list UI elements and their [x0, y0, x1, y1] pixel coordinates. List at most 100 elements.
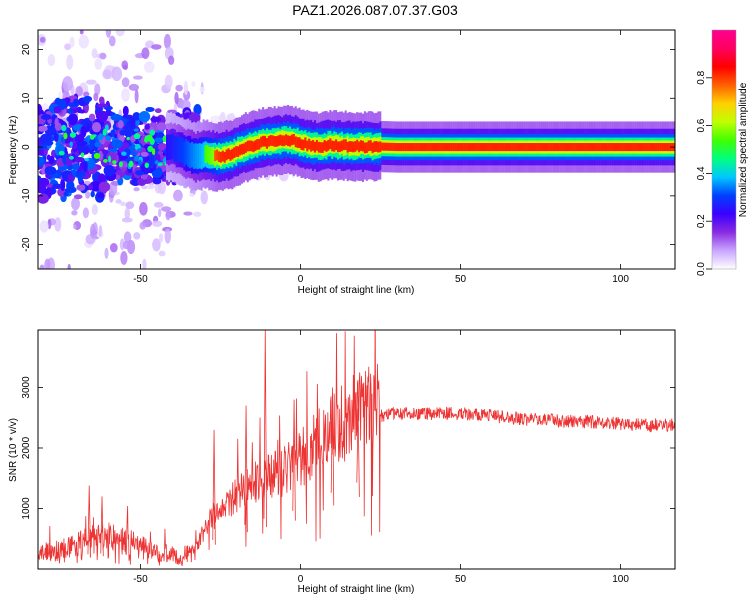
heatmap-cell — [133, 128, 139, 132]
heatmap-cell — [38, 156, 46, 167]
heatmap-cell — [571, 143, 574, 152]
heatmap-cell — [42, 140, 54, 146]
heatmap-cell — [164, 74, 173, 89]
heatmap-cell — [306, 140, 309, 152]
heatmap-cell — [310, 140, 313, 152]
heatmap-cell — [536, 143, 539, 152]
heatmap-cell — [84, 157, 89, 162]
heatmap-cell — [89, 223, 96, 239]
heatmap-cell — [335, 139, 338, 151]
heatmap-cell — [590, 143, 593, 152]
colorbar-frame — [711, 29, 737, 270]
heatmap-cell — [237, 146, 240, 157]
heatmap-cell — [263, 135, 267, 147]
heatmap-cell — [298, 137, 301, 149]
heatmap-cell — [112, 160, 117, 164]
heatmap-cell — [163, 33, 171, 49]
heatmap-cell — [252, 141, 255, 153]
heatmap-cell — [38, 125, 48, 132]
heatmap-cell — [665, 143, 668, 152]
heatmap-cell — [149, 155, 154, 167]
heatmap-cell — [199, 86, 205, 93]
heatmap-cell — [308, 138, 311, 150]
heatmap-cell — [69, 132, 77, 138]
colorbar-tick-label: 0.0 — [696, 262, 707, 276]
heatmap-cell — [154, 160, 159, 165]
heatmap-cell — [88, 143, 94, 150]
heatmap-cell — [98, 150, 103, 162]
heatmap-cell — [212, 147, 215, 165]
heatmap-cell — [103, 159, 108, 163]
heatmap-cell — [607, 143, 610, 152]
heatmap-cell — [98, 225, 103, 237]
heatmap-cell — [107, 155, 112, 163]
heatmap-cell — [83, 91, 90, 97]
spectrogram-frame — [37, 29, 676, 270]
heatmap-cell — [561, 143, 564, 152]
heatmap-cell — [133, 187, 140, 192]
heatmap-cell — [152, 238, 161, 252]
heatmap-cell — [530, 143, 534, 152]
heatmap-cell — [58, 150, 65, 156]
heatmap-cell — [613, 143, 616, 152]
heatmap-cell — [569, 143, 572, 152]
heatmap-cell — [523, 143, 526, 152]
spectrogram-x-tick-label: 100 — [612, 274, 629, 285]
heatmap-cell — [557, 143, 560, 152]
heatmap-cell — [317, 141, 320, 153]
heatmap-cell — [200, 143, 203, 170]
heatmap-cell — [111, 139, 123, 149]
heatmap-cell — [340, 140, 343, 152]
heatmap-cell — [115, 30, 125, 37]
colorbar-label: Normalized spectral amplitude — [738, 82, 749, 217]
heatmap-cell — [221, 150, 224, 162]
heatmap-cell — [559, 143, 562, 152]
heatmap-cell — [615, 143, 618, 152]
heatmap-cell — [94, 83, 101, 96]
heatmap-cell — [632, 143, 635, 152]
spectrogram-heatmap — [38, 30, 675, 269]
heatmap-cell — [475, 143, 478, 152]
heatmap-cell — [239, 144, 242, 156]
heatmap-cell — [354, 141, 357, 152]
heatmap-cell — [331, 140, 334, 152]
heatmap-cell — [667, 143, 670, 152]
heatmap-cell — [135, 169, 145, 176]
heatmap-cell — [97, 193, 105, 198]
heatmap-cell — [54, 117, 59, 128]
heatmap-cell — [429, 143, 432, 152]
heatmap-cell — [411, 143, 414, 152]
heatmap-cell — [146, 184, 155, 190]
heatmap-cell — [52, 183, 62, 190]
heatmap-cell — [600, 143, 603, 152]
heatmap-cell — [128, 160, 134, 168]
heatmap-cell — [38, 193, 49, 204]
snr-series-line — [38, 330, 675, 567]
heatmap-cell — [66, 180, 75, 192]
heatmap-cell — [586, 143, 589, 152]
heatmap-cell — [193, 211, 202, 217]
heatmap-cell — [661, 143, 664, 152]
heatmap-cell — [415, 143, 418, 152]
heatmap-cell — [304, 137, 307, 149]
heatmap-cell — [446, 143, 449, 152]
heatmap-cell — [140, 185, 148, 190]
heatmap-cell — [235, 146, 238, 157]
heatmap-cell — [132, 75, 143, 80]
heatmap-cell — [108, 35, 116, 47]
heatmap-cell — [189, 192, 195, 197]
colorbar-ramp — [712, 30, 736, 269]
heatmap-cell — [465, 143, 468, 152]
heatmap-cell — [76, 140, 88, 147]
heatmap-cell — [91, 48, 98, 59]
heatmap-cell — [552, 143, 555, 152]
heatmap-cell — [657, 143, 660, 152]
heatmap-cell — [563, 143, 566, 152]
heatmap-cell — [513, 143, 516, 152]
heatmap-cell — [651, 143, 655, 152]
heatmap-cell — [630, 143, 633, 152]
heatmap-cell — [120, 250, 128, 265]
spectrogram-y-tick-label: 0 — [21, 144, 32, 150]
heatmap-cell — [650, 143, 653, 152]
heatmap-cell — [183, 141, 186, 167]
